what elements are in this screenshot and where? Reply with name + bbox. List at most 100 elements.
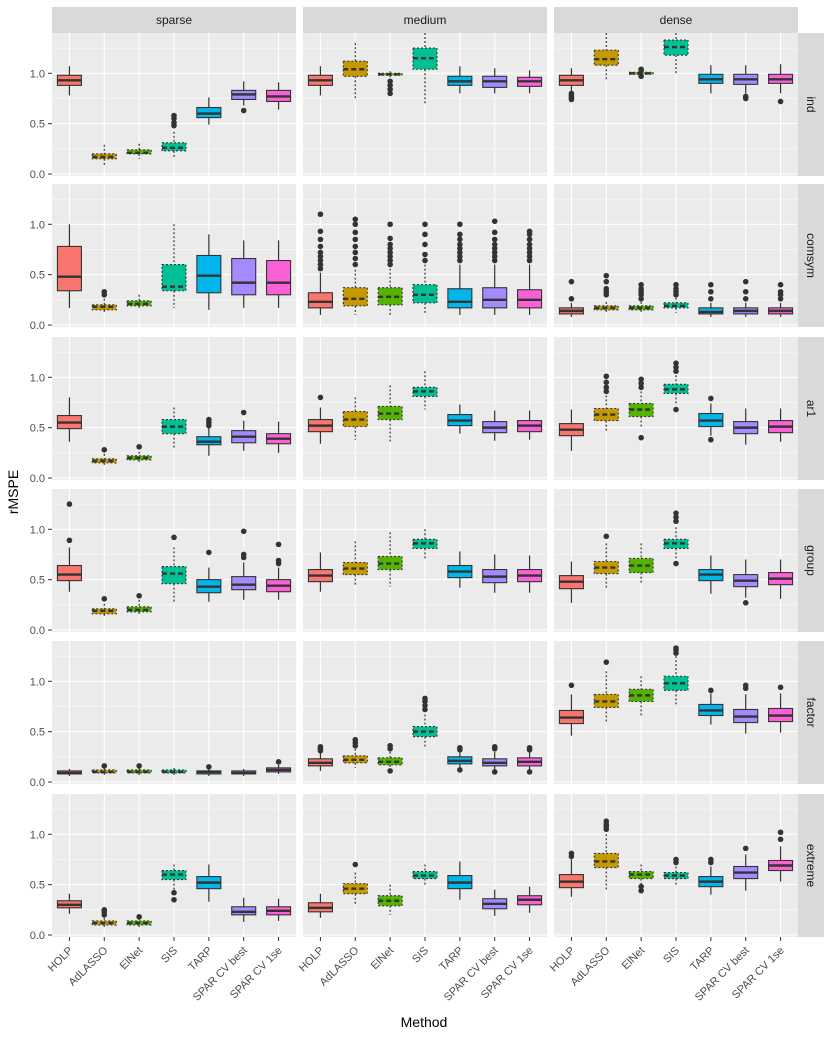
x-tick-label: ElNet [118,945,146,973]
row-strip-label: group [804,545,818,576]
box-sis [161,767,187,775]
box-spar-cv-1se [266,82,292,110]
col-strip-sparse: sparse [52,7,296,33]
box-spar-cv-1se [768,559,794,599]
box-tarp [447,744,473,773]
row-strip-ar1: ar1 [798,337,824,480]
box-sis [161,112,187,159]
box-spar-cv-best [482,218,508,315]
y-tick-label: 0.5 [30,119,45,131]
box-adlasso [91,446,117,466]
box-spar-cv-best [482,743,508,775]
box-sis [663,645,689,707]
box-spar-cv-best [482,68,508,94]
x-tick-label: ElNet [620,945,648,973]
box-holp [307,211,333,315]
column-strips: sparse medium dense [52,7,798,33]
box-sis [663,281,689,313]
y-axis-comsym: 0.0 0.5 1.0 [30,219,52,332]
x-tick-label: ElNet [369,945,397,973]
box-adlasso [91,763,117,775]
box-spar-cv-best [231,528,257,600]
row-strip-label: comsym [804,233,818,278]
box-holp [558,682,584,736]
box-spar-cv-best [482,889,508,916]
box-sis [161,864,187,903]
panel-sparse-ind [52,33,296,176]
panel-sparse-group [52,489,296,632]
row-strips: ind comsym ar1 group factor extreme [798,33,824,937]
box-tarp [447,551,473,588]
row-strip-label: extreme [804,844,818,888]
box-holp [56,893,82,914]
box-elnet [126,914,152,928]
box-spar-cv-1se [266,898,292,921]
y-axis-ind: 0.0 0.5 1.0 [30,68,52,181]
box-sis [412,371,438,410]
box-spar-cv-best [733,682,759,734]
y-tick-label: 0.0 [30,625,45,637]
row-strip-extreme: extreme [798,794,824,937]
y-tick-label: 0.0 [30,320,45,332]
row-strip-factor: factor [798,641,824,784]
y-tick-label: 1.0 [30,829,45,841]
box-holp [56,224,82,308]
y-tick-label: 0.0 [30,473,45,485]
panel-medium-ind [303,33,547,176]
box-elnet [628,281,654,313]
col-strip-label: sparse [156,13,192,27]
row-strip-label: factor [804,697,818,727]
box-sis [412,864,438,887]
box-elnet [126,143,152,159]
panel-sparse-extreme [52,794,296,937]
box-adlasso [342,861,368,905]
box-tarp [196,416,222,456]
box-spar-cv-1se [768,281,794,317]
box-tarp [196,97,222,125]
box-holp [558,278,584,317]
box-tarp [447,404,473,434]
box-spar-cv-best [231,81,257,114]
box-adlasso [342,397,368,440]
box-spar-cv-best [733,408,759,445]
y-tick-label: 1.0 [30,68,45,80]
box-elnet [126,763,152,775]
box-sis [412,221,438,313]
box-adlasso [593,818,619,890]
box-holp [307,552,333,592]
box-spar-cv-best [231,768,257,776]
x-tick-label: TARP [437,945,466,974]
box-holp [558,68,584,103]
y-axis-factor: 0.0 0.5 1.0 [30,676,52,789]
panel-medium-extreme [303,794,547,937]
box-adlasso [342,736,368,768]
box-tarp [698,281,724,317]
box-holp [307,893,333,918]
x-tick-label: HOLP [46,945,76,975]
box-adlasso [91,144,117,165]
box-sis [663,360,689,413]
box-holp [307,66,333,96]
box-adlasso [342,43,368,99]
box-spar-cv-1se [266,759,292,774]
box-holp [307,394,333,444]
panel-dense-extreme [554,794,798,937]
box-elnet [126,443,152,462]
col-strip-label: medium [404,13,447,27]
panel-medium-factor [303,641,547,784]
box-spar-cv-1se [517,555,543,593]
panel-medium-ar1 [303,337,547,480]
box-adlasso [593,373,619,433]
y-axis-title: rMSPE [5,470,21,514]
x-tick-label: HOLP [548,945,578,975]
box-adlasso [342,541,368,587]
y-tick-label: 0.5 [30,270,45,282]
panel-dense-ar1 [554,337,798,480]
box-spar-cv-1se [517,744,543,775]
box-holp [56,501,82,592]
panel-dense-factor [554,641,798,784]
x-tick-label: TARP [186,945,215,974]
